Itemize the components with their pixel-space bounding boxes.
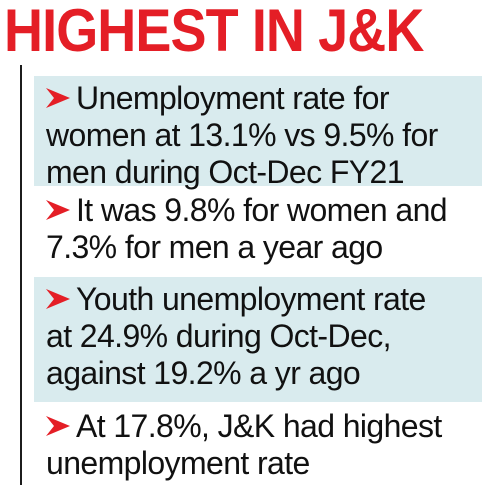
arrow-bullet-icon bbox=[46, 200, 70, 220]
fact-line-text: Youth unemployment rate bbox=[76, 281, 426, 317]
fact-item-youth-rate: Youth unemployment rate at 24.9% during … bbox=[34, 277, 482, 402]
arrow-bullet-icon bbox=[46, 289, 70, 309]
fact-line: against 19.2% a yr ago bbox=[46, 355, 361, 391]
facts-box: Unemployment rate for women at 13.1% vs … bbox=[20, 65, 498, 485]
fact-line: unemployment rate bbox=[46, 445, 310, 481]
fact-item-jk-highest: At 17.8%, J&K had highest unemployment r… bbox=[34, 404, 482, 485]
fact-line: women at 13.1% vs 9.5% for bbox=[46, 117, 438, 153]
fact-line-text: At 17.8%, J&K had highest bbox=[76, 408, 442, 444]
fact-line: men during Oct-Dec FY21 bbox=[46, 154, 405, 190]
fact-line: Unemployment rate for bbox=[46, 80, 482, 117]
arrow-bullet-icon bbox=[46, 88, 70, 108]
fact-line: at 24.9% during Oct-Dec, bbox=[46, 318, 391, 354]
fact-line-text: It was 9.8% for women and bbox=[76, 192, 448, 228]
fact-line: 7.3% for men a year ago bbox=[46, 229, 383, 265]
fact-item-year-ago: It was 9.8% for women and 7.3% for men a… bbox=[34, 188, 482, 273]
fact-line-text: Unemployment rate for bbox=[76, 80, 389, 116]
fact-line: At 17.8%, J&K had highest bbox=[46, 408, 482, 445]
fact-line: It was 9.8% for women and bbox=[46, 192, 482, 229]
fact-line: Youth unemployment rate bbox=[46, 281, 482, 318]
headline: HIGHEST IN J&K bbox=[4, 0, 424, 64]
arrow-bullet-icon bbox=[46, 416, 70, 436]
fact-item-women-rate: Unemployment rate for women at 13.1% vs … bbox=[34, 76, 482, 190]
